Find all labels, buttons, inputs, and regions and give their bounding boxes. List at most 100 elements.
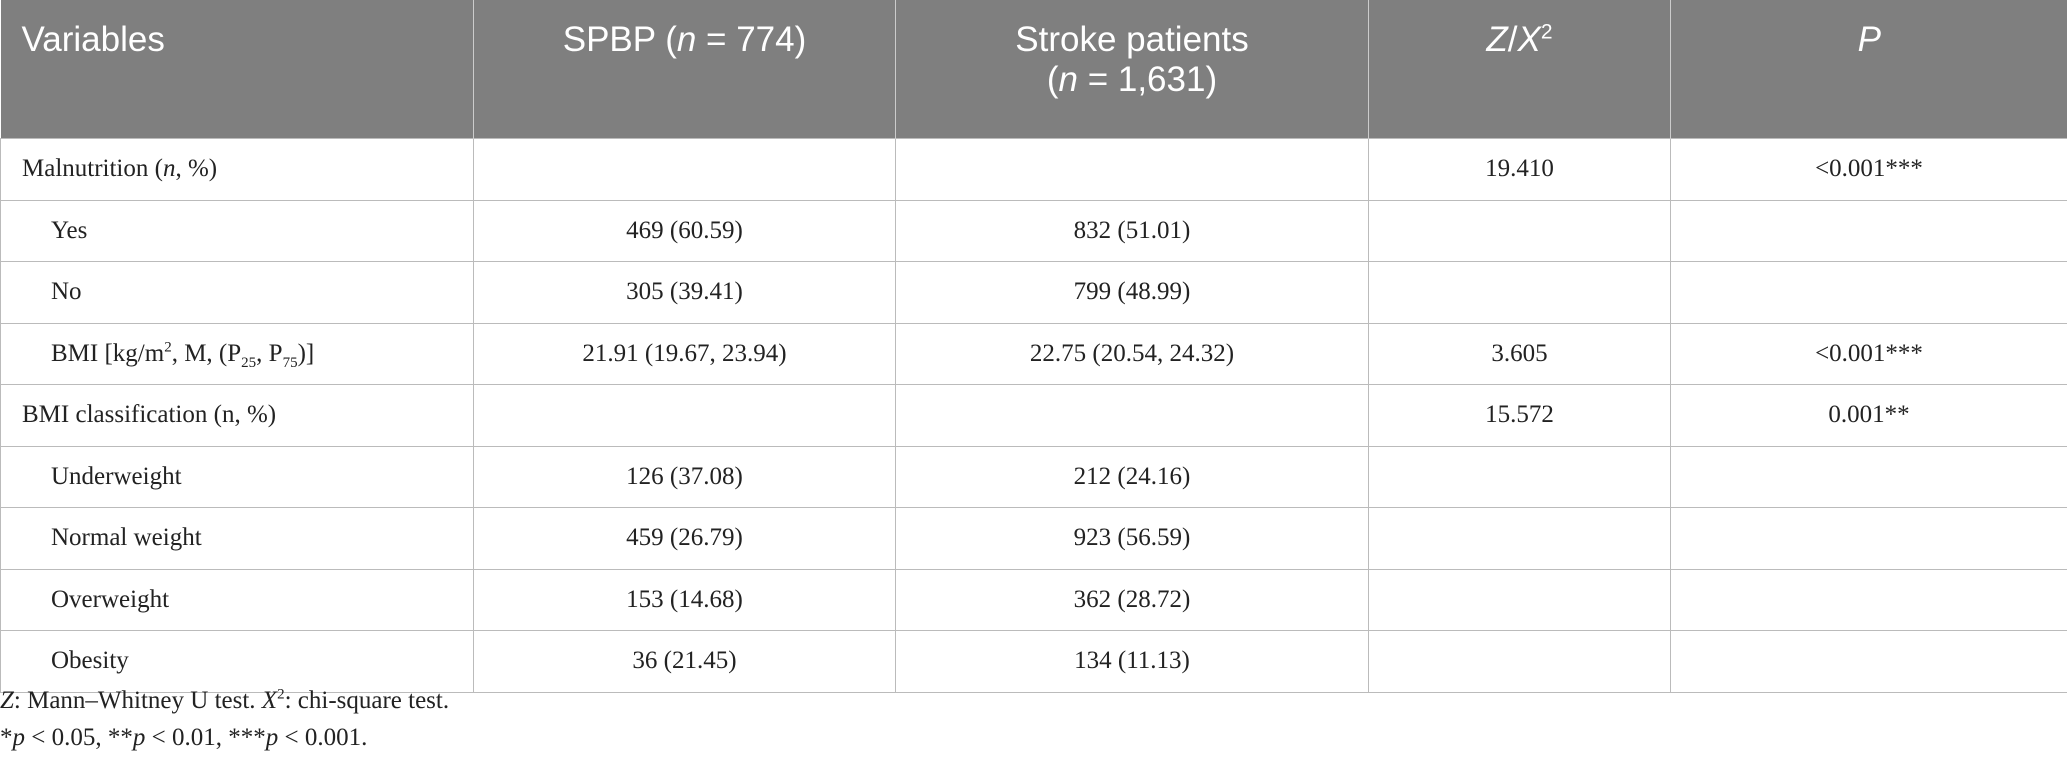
text: p <box>12 724 26 751</box>
table-cell: 459 (26.79) <box>473 507 896 570</box>
table-cell <box>1670 261 2067 324</box>
text: = 774) <box>696 20 807 59</box>
table-cell <box>1670 445 2067 508</box>
text: Z <box>1486 20 1508 59</box>
table-cell: 362 (28.72) <box>895 568 1369 631</box>
table-part: Z: Mann–Whitney U test. X2: chi-square t… <box>0 687 449 715</box>
table-cell <box>895 384 1369 447</box>
table-cell: Yes <box>0 199 474 262</box>
text: Variables <box>21 20 165 59</box>
table-cell: Underweight <box>0 445 474 508</box>
table-cell <box>1368 261 1671 324</box>
text: < 0.01, *** <box>145 724 266 751</box>
text: SPBP ( <box>562 20 677 59</box>
table-cell: 153 (14.68) <box>473 568 896 631</box>
text: : Mann–Whitney U test. <box>13 687 262 714</box>
text: : chi-square test. <box>284 687 450 714</box>
text: n <box>676 20 697 59</box>
table-cell: 923 (56.59) <box>895 507 1369 570</box>
table-cell: 19.410 <box>1368 138 1671 201</box>
table-cell: 36 (21.45) <box>473 630 896 693</box>
table-row: No 305 (39.41) 799 (48.99) <box>0 261 2067 324</box>
table-cell: Obesity <box>0 630 474 693</box>
table-cell: 212 (24.16) <box>895 445 1369 508</box>
table-cell: Overweight <box>0 568 474 631</box>
text: < 0.05, ** <box>25 724 133 751</box>
text: ( <box>1046 60 1059 99</box>
text: < 0.001. <box>278 724 368 751</box>
table-cell: BMI classification (n, %) <box>0 384 474 447</box>
table-cell <box>473 384 896 447</box>
table-cell: No <box>0 261 474 324</box>
table-row: Overweight 153 (14.68) 362 (28.72) <box>0 568 2067 631</box>
text: p <box>265 724 279 751</box>
text: 2 <box>1540 20 1553 44</box>
table-cell: 832 (51.01) <box>895 199 1369 262</box>
table-cell: 134 (11.13) <box>895 630 1369 693</box>
table-part: Variables SPBP (n = 774) Stroke patients… <box>0 0 2067 139</box>
table-cell: 15.572 <box>1368 384 1671 447</box>
text: p <box>132 724 146 751</box>
table-cell <box>1368 568 1671 631</box>
table-cell: 799 (48.99) <box>895 261 1369 324</box>
table-part: *p < 0.05, **p < 0.01, ***p < 0.001. <box>0 724 367 752</box>
table-row: Yes 469 (60.59) 832 (51.01) <box>0 199 2067 262</box>
text: , P <box>256 339 283 367</box>
table-cell: <0.001*** <box>1670 138 2067 201</box>
table-cell: 305 (39.41) <box>473 261 896 324</box>
header-cell: Stroke patients (n = 1,631) <box>895 0 1369 139</box>
text: 2 <box>164 339 172 356</box>
table-row: Obesity 36 (21.45) 134 (11.13) <box>0 630 2067 693</box>
text: 2 <box>277 686 285 703</box>
table-cell <box>473 138 896 201</box>
header-cell: P <box>1670 0 2067 139</box>
table-row: BMI classification (n, %) 15.572 0.001** <box>0 384 2067 447</box>
text: , M, (P <box>171 339 242 367</box>
text: Z <box>0 687 14 714</box>
text: n <box>1058 60 1078 99</box>
table-cell: 126 (37.08) <box>473 445 896 508</box>
text: P <box>1857 20 1881 59</box>
header-cell: SPBP (n = 774) <box>473 0 896 139</box>
table-cell: 3.605 <box>1368 322 1671 385</box>
table-cell: Malnutrition (n, %) <box>0 138 474 201</box>
table-cell: 22.75 (20.54, 24.32) <box>895 322 1369 385</box>
table-cell <box>1368 507 1671 570</box>
text: BMI [kg/m <box>51 339 165 367</box>
table-cell: Normal weight <box>0 507 474 570</box>
text: )] <box>297 339 315 367</box>
table-cell: 469 (60.59) <box>473 199 896 262</box>
table-cell: 0.001** <box>1670 384 2067 447</box>
table-cell: 21.91 (19.67, 23.94) <box>473 322 896 385</box>
table-row: Normal weight 459 (26.79) 923 (56.59) <box>0 507 2067 570</box>
table-cell <box>1670 568 2067 631</box>
table-part: Variables SPBP (n = 774) Stroke patients… <box>0 0 2067 139</box>
table-row: BMI [kg/m2, M, (P25, P75)] 21.91 (19.67, … <box>0 322 2067 385</box>
table-cell <box>1368 199 1671 262</box>
text: n <box>162 155 176 183</box>
header-cell: Variables <box>0 0 474 139</box>
table-cell <box>1368 630 1671 693</box>
text: = 1,631) <box>1077 60 1218 99</box>
table-part: Malnutrition (n, %) 19.410 <0.001*** Yes 469… <box>0 138 2067 693</box>
text: X <box>1517 20 1541 59</box>
text: Stroke patients <box>1015 20 1249 59</box>
table-cell <box>1670 199 2067 262</box>
text: Malnutrition ( <box>22 155 163 183</box>
header-cell: Z/X2 <box>1368 0 1671 139</box>
text: 25 <box>241 354 257 371</box>
text: , %) <box>175 155 218 183</box>
table-cell <box>1670 630 2067 693</box>
table-cell: BMI [kg/m2, M, (P25, P75)] <box>0 322 474 385</box>
table-cell <box>1670 507 2067 570</box>
table-row: Malnutrition (n, %) 19.410 <0.001*** <box>0 138 2067 201</box>
data-table: Variables SPBP (n = 774) Stroke patients… <box>0 0 2067 693</box>
table-cell <box>1368 445 1671 508</box>
table-row: Underweight 126 (37.08) 212 (24.16) <box>0 445 2067 508</box>
text: * <box>0 724 13 751</box>
text: 75 <box>282 354 298 371</box>
table-cell: <0.001*** <box>1670 322 2067 385</box>
text: / <box>1507 20 1518 59</box>
